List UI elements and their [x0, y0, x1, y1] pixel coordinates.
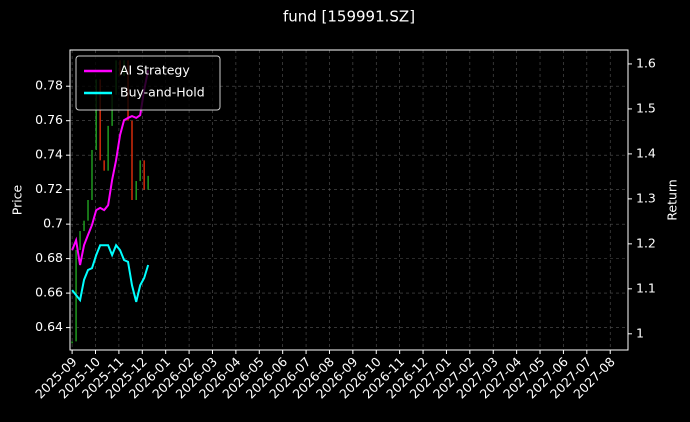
legend-box	[75, 55, 221, 111]
y2-axis-label: Return	[665, 179, 680, 220]
y2-tick-label: 1.4	[636, 145, 656, 160]
y2-tick-label: 1.3	[636, 190, 656, 205]
legend-label: Buy-and-Hold	[120, 85, 205, 100]
y-tick-label: 0.78	[35, 78, 63, 93]
y-tick-label: 0.66	[35, 285, 63, 300]
y2-tick-label: 1.1	[636, 280, 656, 295]
y-tick-label: 0.7	[43, 216, 63, 231]
y-tick-label: 0.72	[35, 181, 63, 196]
series-line	[71, 70, 150, 266]
series-line	[71, 243, 150, 303]
plot-frame	[69, 49, 629, 351]
y2-tick-label: 1.5	[636, 100, 656, 115]
y-tick-label: 0.76	[35, 112, 63, 127]
y-tick-label: 0.68	[35, 250, 63, 265]
legend-label: AI Strategy	[120, 63, 190, 78]
chart-title: fund [159991.SZ]	[283, 8, 415, 26]
y-tick-label: 0.74	[35, 147, 63, 162]
y2-tick-label: 1.2	[636, 235, 656, 250]
y2-tick-label: 1.6	[636, 55, 656, 70]
y2-tick-label: 1	[636, 325, 644, 340]
y-axis-label: Price	[10, 184, 25, 215]
y-tick-label: 0.64	[35, 319, 63, 334]
